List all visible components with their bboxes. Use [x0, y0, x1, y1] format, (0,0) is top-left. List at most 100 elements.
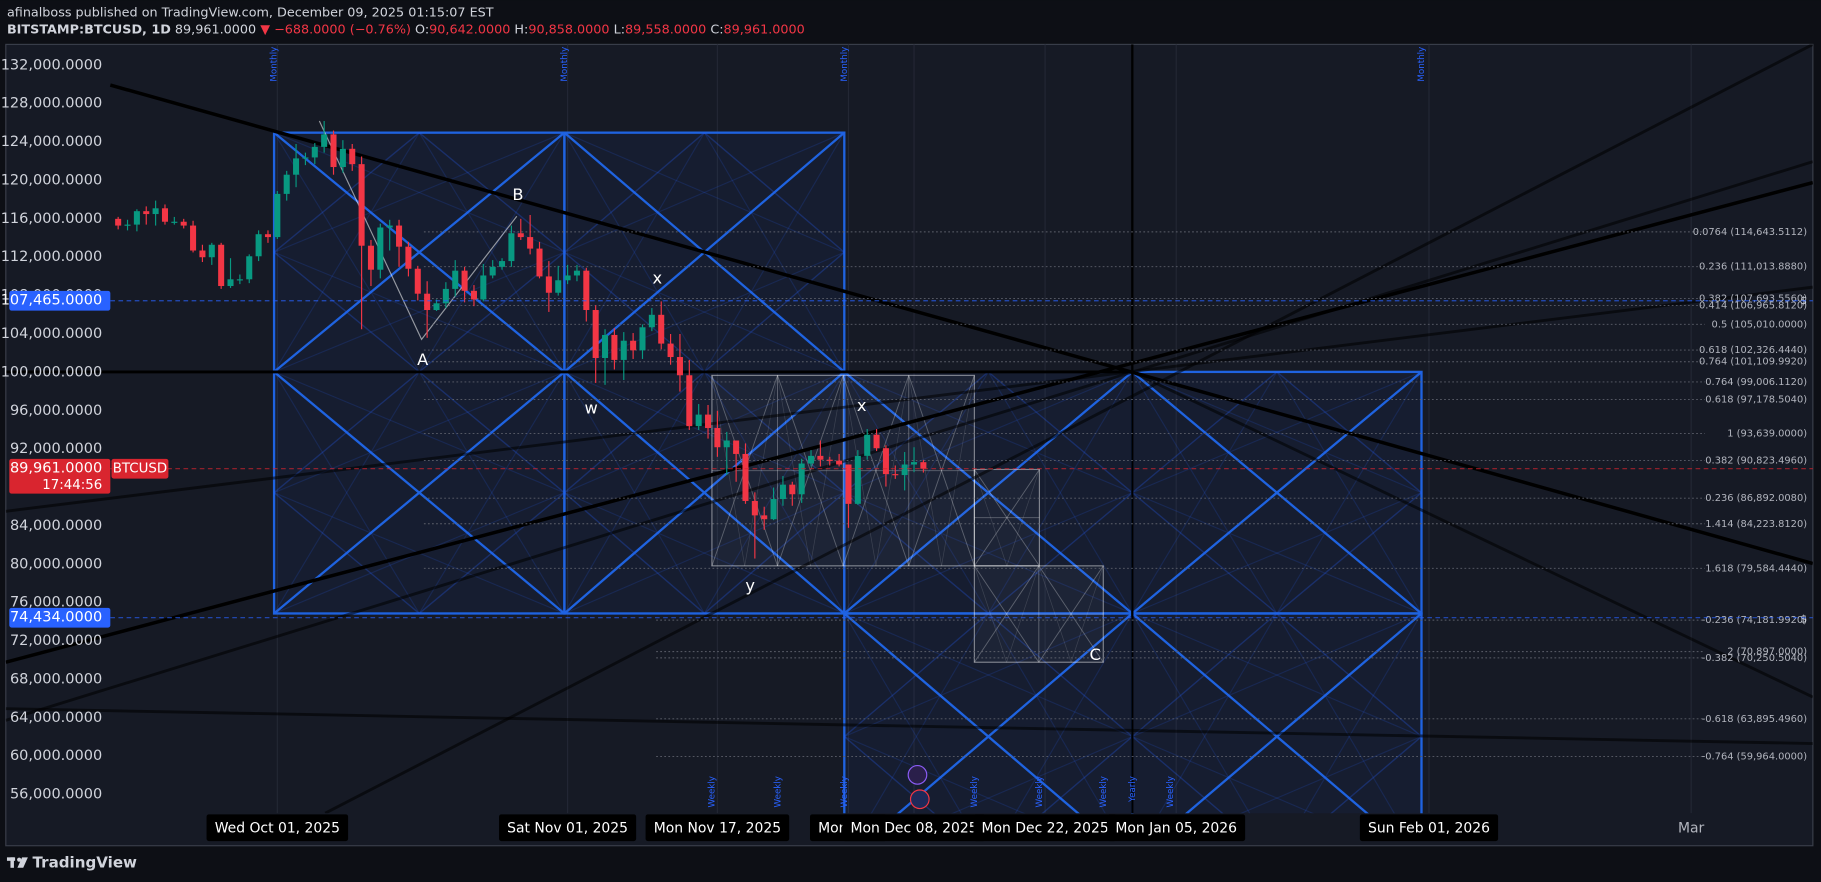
- y-tick-label: 124,000.0000: [1, 134, 102, 150]
- candle-body: [882, 448, 889, 475]
- drawing-line: [418, 132, 565, 373]
- drawing-line: [1330, 736, 1422, 814]
- drawing-line: [5, 160, 1813, 722]
- drawing-line: [1014, 613, 1133, 814]
- drawing-line: [1038, 565, 1104, 663]
- right-mark: $: [1800, 613, 1807, 625]
- candle-body: [864, 434, 871, 456]
- candle-body: [133, 211, 140, 225]
- x-tick-label: Mar: [1678, 820, 1705, 836]
- drawing-line: [1276, 492, 1422, 614]
- drawing-line: [1132, 371, 1422, 494]
- drawing-line: [563, 371, 705, 614]
- wave-label: A: [417, 350, 428, 369]
- candle-body: [630, 340, 637, 351]
- drawing-line: [1038, 565, 1072, 663]
- pattern-box: [973, 468, 1040, 567]
- drawing-line: [951, 736, 1133, 814]
- cycle-label: Weekly: [707, 776, 717, 807]
- drawing-line: [896, 612, 1134, 814]
- drawing-line: [418, 492, 565, 614]
- y-tick-label: 56,000.0000: [10, 787, 102, 803]
- candle-body: [592, 310, 599, 358]
- candle-body: [227, 279, 234, 287]
- candle-body: [723, 440, 730, 448]
- ohlc-value: 89,961.0000: [724, 22, 805, 37]
- drawing-line: [273, 251, 565, 373]
- drawing-line: [5, 180, 1813, 664]
- drawing-line: [703, 371, 845, 614]
- drawing-line: [273, 371, 566, 615]
- candle-body: [208, 244, 215, 258]
- fib-label: 1.618 (79,584.4440): [1705, 563, 1807, 574]
- y-tick-label: 60,000.0000: [10, 748, 102, 764]
- cycle-label: Weekly: [970, 776, 980, 807]
- candle-body: [199, 250, 206, 258]
- drawing-line: [1276, 371, 1422, 614]
- drawing-line: [974, 565, 1007, 663]
- drawing-line: [1185, 612, 1423, 814]
- fib-label: 0.618 (97,178.5040): [1705, 394, 1807, 405]
- drawing-line: [273, 132, 420, 373]
- candle-body: [555, 280, 562, 293]
- candle-body: [686, 375, 693, 427]
- fib-label: 1 (93,639.0000): [1727, 428, 1807, 439]
- symbol-line: BITSTAMP:BTCUSD, 1D 89,961.0000 ▼ −688.0…: [7, 22, 805, 37]
- drawing-line: [273, 371, 420, 614]
- wave-label: w: [584, 399, 597, 418]
- ohlc-key: O:: [415, 22, 429, 37]
- drawing-line: [844, 371, 1133, 494]
- drawing-line: [273, 251, 565, 373]
- drawing-line: [564, 371, 845, 494]
- drawing-line: [844, 371, 1133, 494]
- drawing-line: [564, 132, 845, 253]
- wave-label: x: [857, 396, 867, 415]
- y-tick-label: 68,000.0000: [10, 671, 102, 687]
- drawing-line: [987, 612, 1133, 738]
- drawing-line: [875, 375, 910, 566]
- drawing-line: [703, 132, 845, 253]
- candle-body: [330, 134, 337, 168]
- cycle-label: Weekly: [1166, 776, 1176, 807]
- drawing-line: [744, 375, 778, 566]
- drawing-line: [987, 371, 1133, 614]
- fib-label: 1.414 (84,223.8120): [1705, 519, 1807, 530]
- y-tick-label: 128,000.0000: [1, 96, 102, 112]
- candle-body: [911, 462, 918, 465]
- candle-body: [339, 148, 346, 168]
- y-tick-label: 64,000.0000: [10, 710, 102, 726]
- y-tick-label: 80,000.0000: [10, 556, 102, 572]
- drawing-line: [1131, 612, 1278, 738]
- candle-body: [705, 414, 712, 429]
- drawing-line: [1158, 613, 1278, 814]
- candle-body: [854, 455, 861, 504]
- drawing-line: [973, 469, 1040, 567]
- drawing-line: [844, 612, 1133, 738]
- drawing-line: [324, 44, 1813, 814]
- fib-label: 0.382 (107,693.5560): [1699, 294, 1807, 305]
- cycle-label: Weekly: [1099, 776, 1109, 807]
- x-tick-label: Wed Oct 01, 2025: [215, 820, 340, 836]
- countdown: 17:44:56: [42, 478, 102, 493]
- drawing-line: [843, 613, 962, 814]
- candle-body: [836, 460, 843, 465]
- drawing-line: [564, 132, 845, 253]
- candle-body: [433, 303, 440, 311]
- abc-zigzag: [318, 120, 518, 341]
- fib-label: 0.0764 (114,643.5112): [1693, 227, 1807, 238]
- candle-body: [499, 261, 506, 267]
- wave-label: B: [512, 185, 523, 204]
- wave-label: C: [1089, 645, 1100, 664]
- drawing-line: [843, 371, 989, 614]
- drawing-line: [843, 492, 989, 614]
- drawing-line: [987, 371, 1133, 614]
- candle-body: [414, 268, 421, 294]
- x-tick-box: [645, 814, 790, 842]
- x-tick-box: [499, 814, 637, 842]
- candle-body: [274, 193, 281, 238]
- candle-body: [293, 158, 300, 175]
- drawing-line: [987, 492, 1133, 614]
- x-tick-box: [973, 814, 1117, 842]
- footer-brand: TradingView: [33, 854, 138, 872]
